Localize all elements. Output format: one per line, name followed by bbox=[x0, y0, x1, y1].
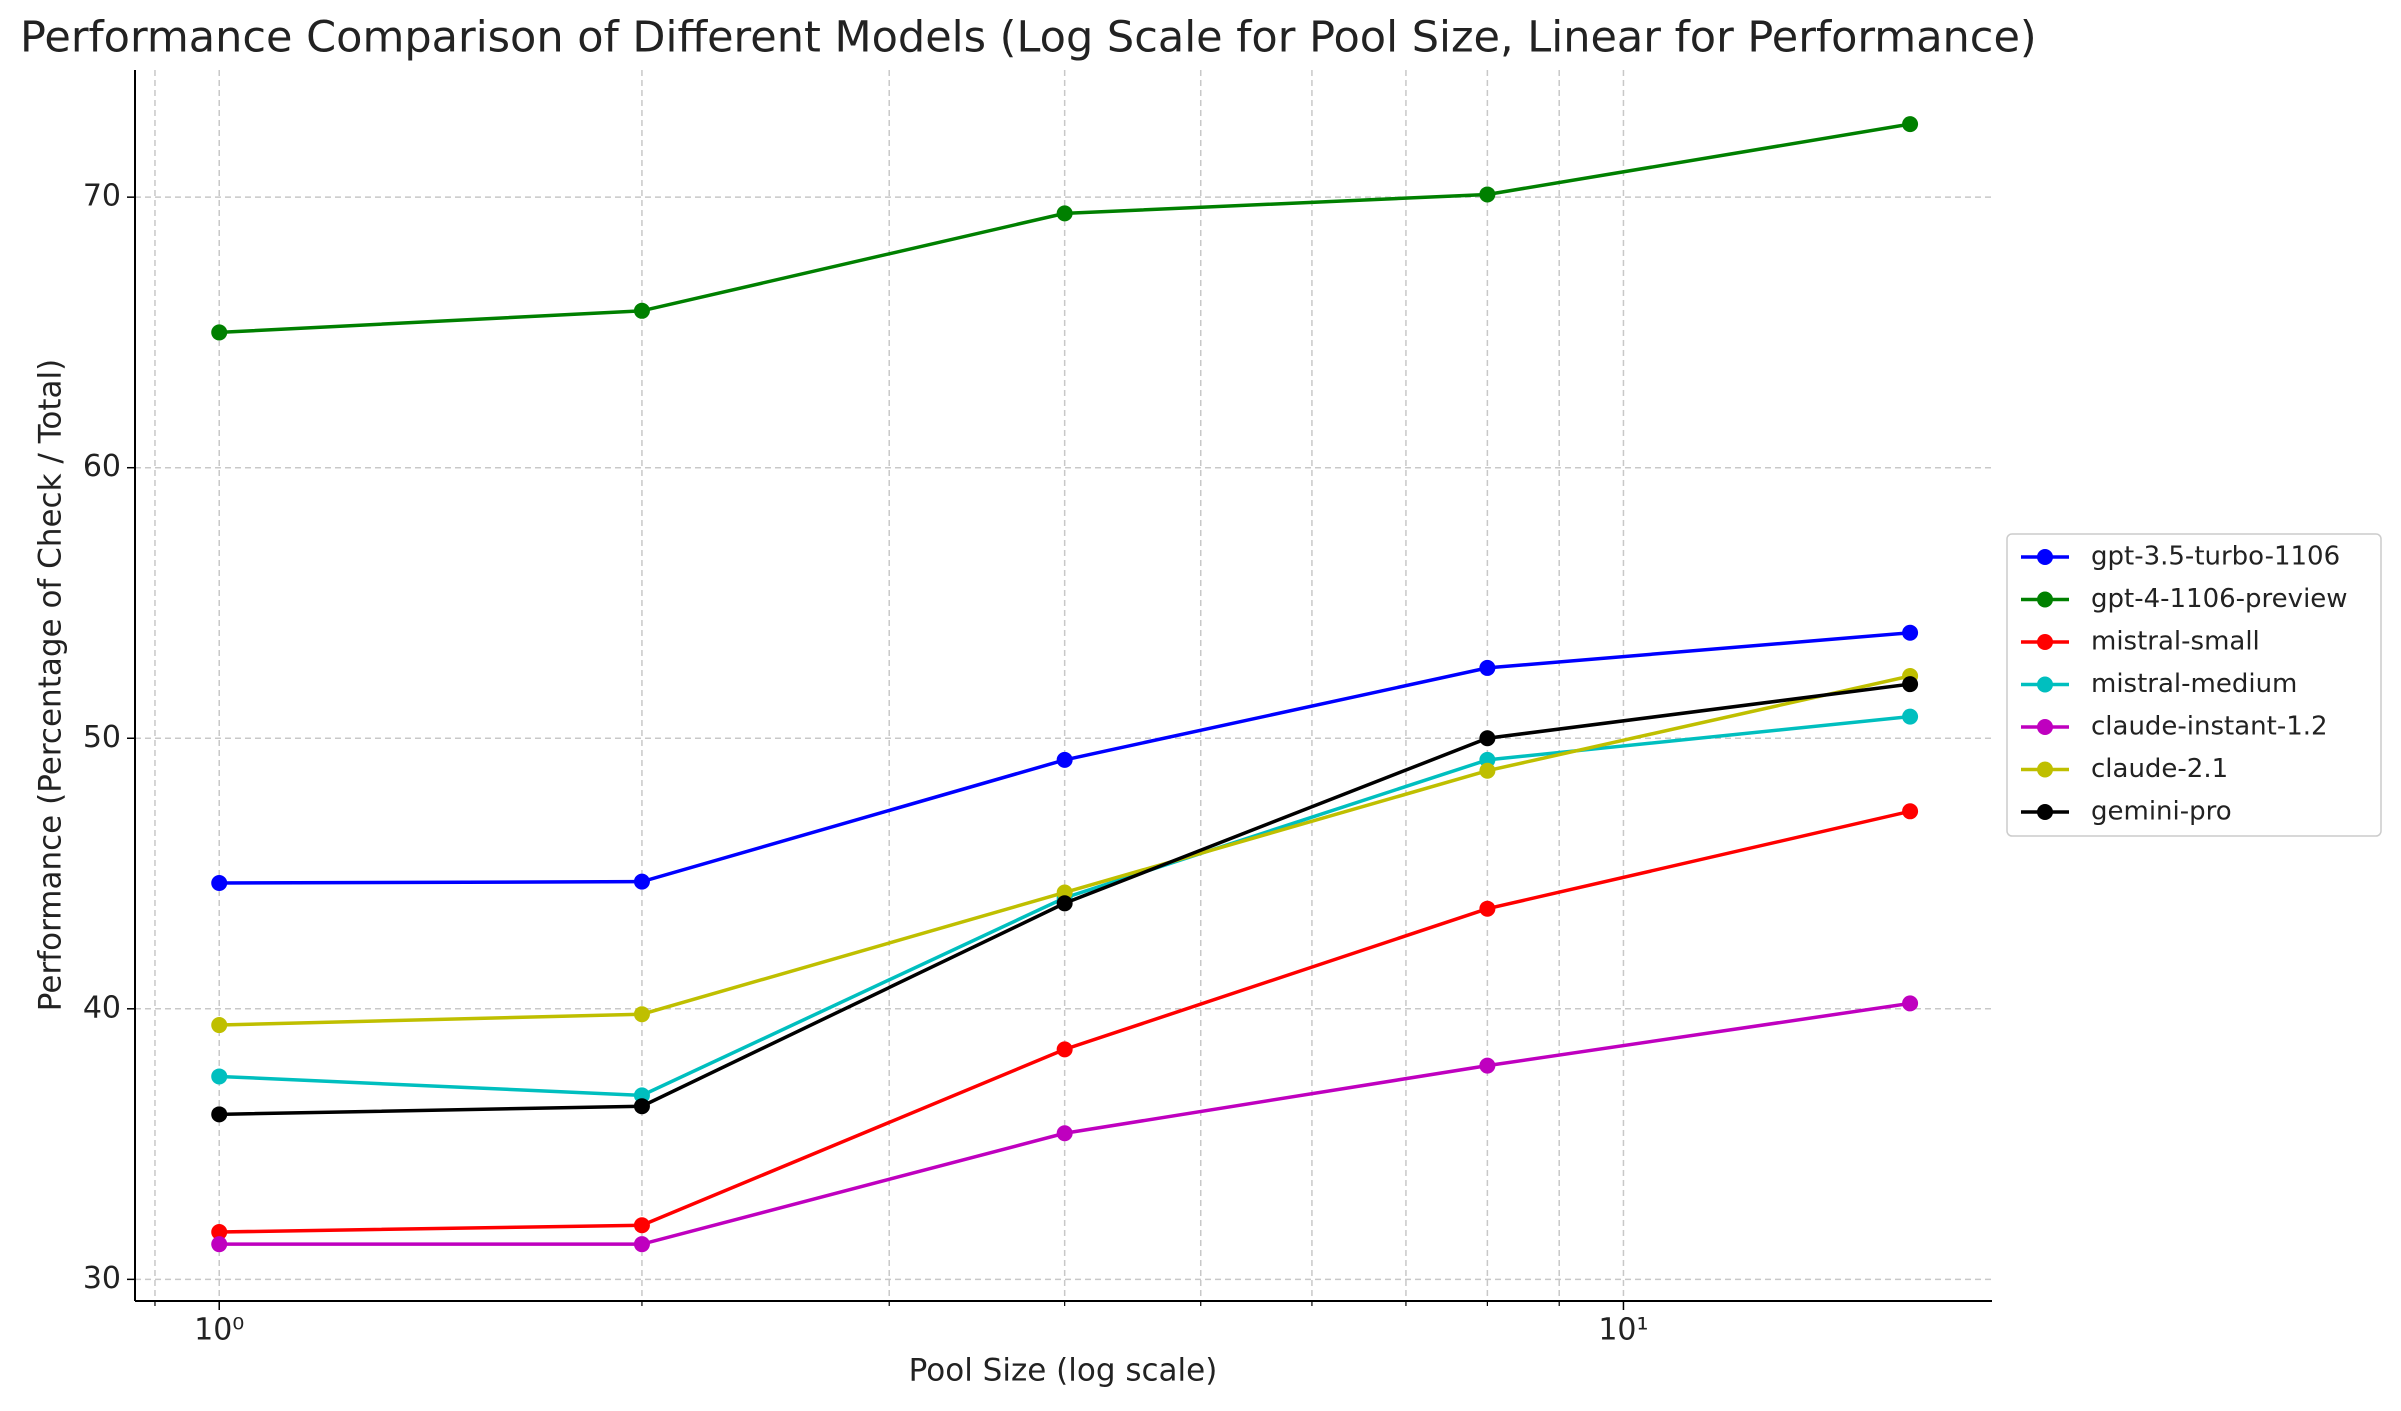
point bbox=[1056, 205, 1073, 222]
x-tick-label: 10¹ bbox=[1598, 1313, 1648, 1348]
point bbox=[1902, 995, 1919, 1012]
point bbox=[211, 875, 228, 892]
legend-box bbox=[2006, 533, 2382, 837]
x-axis-label: Pool Size (log scale) bbox=[909, 1353, 1218, 1389]
point bbox=[1902, 676, 1919, 693]
legend-label: claude-instant-1.2 bbox=[2091, 712, 2328, 742]
point bbox=[1479, 730, 1496, 747]
point bbox=[211, 1224, 228, 1241]
legend-marker bbox=[2037, 804, 2053, 820]
point bbox=[1056, 1041, 1073, 1058]
legend-label: mistral-medium bbox=[2091, 669, 2297, 699]
point bbox=[211, 1106, 228, 1123]
point bbox=[211, 324, 228, 341]
point bbox=[1902, 116, 1919, 133]
y-axis-label: Performance (Percentage of Check / Total… bbox=[33, 359, 69, 1011]
legend-marker bbox=[2037, 591, 2053, 608]
point bbox=[1902, 803, 1919, 820]
y-tick-label: 30 bbox=[83, 1261, 121, 1296]
legend-label: gemini-pro bbox=[2091, 797, 2232, 827]
point bbox=[211, 1068, 228, 1085]
point bbox=[633, 1098, 650, 1115]
point bbox=[633, 1236, 650, 1253]
y-tick-label: 40 bbox=[83, 990, 121, 1025]
point bbox=[1479, 1057, 1496, 1074]
legend-label: mistral-small bbox=[2091, 627, 2260, 657]
point bbox=[1056, 1125, 1073, 1142]
point bbox=[633, 873, 650, 890]
legend-label: gpt-4-1106-preview bbox=[2091, 584, 2348, 614]
legend-marker bbox=[2037, 676, 2053, 693]
point bbox=[211, 1236, 228, 1253]
point bbox=[633, 302, 650, 319]
y-tick-label: 70 bbox=[83, 179, 121, 214]
point bbox=[633, 1217, 650, 1234]
legend-label: claude-2.1 bbox=[2091, 754, 2228, 784]
point bbox=[1902, 708, 1919, 725]
point bbox=[1479, 900, 1496, 917]
point bbox=[1056, 895, 1073, 912]
legend-marker bbox=[2037, 761, 2053, 778]
legend-marker bbox=[2037, 634, 2053, 650]
point bbox=[211, 1017, 228, 1034]
legend-marker bbox=[2037, 549, 2053, 565]
point bbox=[1479, 762, 1496, 779]
point bbox=[1479, 659, 1496, 676]
point bbox=[1056, 751, 1073, 768]
point bbox=[1479, 186, 1496, 203]
point bbox=[633, 1006, 650, 1023]
legend-label: gpt-3.5-turbo-1106 bbox=[2091, 542, 2340, 572]
chart-title: Performance Comparison of Different Mode… bbox=[20, 13, 2037, 63]
y-tick-label: 60 bbox=[83, 449, 121, 484]
y-tick-label: 50 bbox=[83, 720, 121, 755]
legend-marker bbox=[2037, 719, 2053, 735]
point bbox=[1902, 624, 1919, 641]
x-tick-label: 10⁰ bbox=[194, 1313, 244, 1348]
